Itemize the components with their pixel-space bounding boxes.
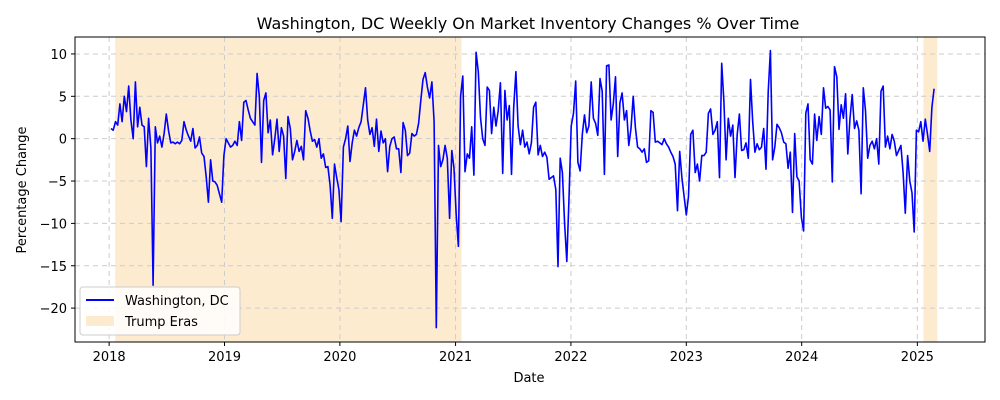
y-tick-label: −15 bbox=[40, 260, 67, 275]
x-tick-label: 2021 bbox=[439, 350, 472, 365]
y-axis-label: Percentage Change bbox=[15, 126, 30, 253]
y-axis: 10 5 0 −5 −10 −15 −20 bbox=[40, 48, 75, 317]
series-line bbox=[110, 49, 935, 329]
grid-lines bbox=[75, 37, 985, 342]
legend-label-shading: Trump Eras bbox=[124, 315, 198, 330]
y-tick-label: −10 bbox=[40, 217, 67, 232]
legend-label-series: Washington, DC bbox=[125, 294, 229, 309]
x-tick-label: 2024 bbox=[785, 350, 818, 365]
plot-frame bbox=[74, 36, 986, 343]
legend: Washington, DC Trump Eras bbox=[79, 286, 241, 336]
x-tick-label: 2020 bbox=[323, 350, 356, 365]
shaded-region bbox=[923, 37, 938, 342]
legend-shade-swatch bbox=[86, 316, 114, 326]
x-tick-label: 2019 bbox=[208, 350, 241, 365]
chart-title: Washington, DC Weekly On Market Inventor… bbox=[257, 14, 800, 33]
y-tick-label: 10 bbox=[50, 48, 67, 63]
y-tick-label: −20 bbox=[40, 302, 67, 317]
legend-box bbox=[79, 286, 241, 336]
x-axis: 2018 2019 2020 2021 2022 2023 2024 2025 bbox=[93, 342, 934, 365]
y-tick-label: −5 bbox=[48, 175, 67, 190]
x-axis-label: Date bbox=[513, 371, 544, 386]
series-layer bbox=[110, 49, 935, 329]
y-tick-label: 5 bbox=[59, 90, 67, 105]
x-tick-label: 2018 bbox=[93, 350, 126, 365]
x-tick-label: 2023 bbox=[670, 350, 703, 365]
x-tick-label: 2025 bbox=[901, 350, 934, 365]
x-tick-label: 2022 bbox=[554, 350, 587, 365]
y-tick-label: 0 bbox=[59, 133, 67, 148]
